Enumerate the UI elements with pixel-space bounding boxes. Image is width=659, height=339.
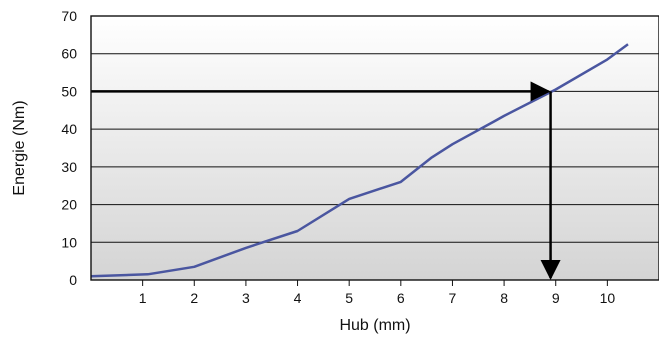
y-axis-title: Energie (Nm) [11,100,28,195]
x-tick-label: 6 [397,290,405,306]
plot-area [91,16,659,280]
x-tick-label: 8 [500,290,508,306]
x-axis-ticks: 1 2 3 4 5 6 7 8 9 10 [139,280,616,306]
plot-frame [90,15,659,281]
x-tick-label: 1 [139,290,147,306]
x-tick-label: 3 [242,290,250,306]
y-tick-label: 50 [61,83,77,99]
x-tick-label: 7 [449,290,457,306]
x-tick-label: 4 [294,290,302,306]
x-tick-label: 9 [552,290,560,306]
y-axis-ticks: 0 10 20 30 40 50 60 70 [61,8,77,288]
y-tick-label: 0 [69,272,77,288]
y-tick-label: 30 [61,159,77,175]
x-axis-title: Hub (mm) [339,317,410,334]
y-tick-label: 60 [61,46,77,62]
y-tick-label: 70 [61,8,77,24]
annotation-layer [91,81,561,280]
x-tick-label: 10 [600,290,616,306]
y-tick-label: 40 [61,121,77,137]
x-tick-label: 5 [345,290,353,306]
y-tick-label: 20 [61,197,77,213]
y-tick-label: 10 [61,234,77,250]
x-tick-label: 2 [190,290,198,306]
